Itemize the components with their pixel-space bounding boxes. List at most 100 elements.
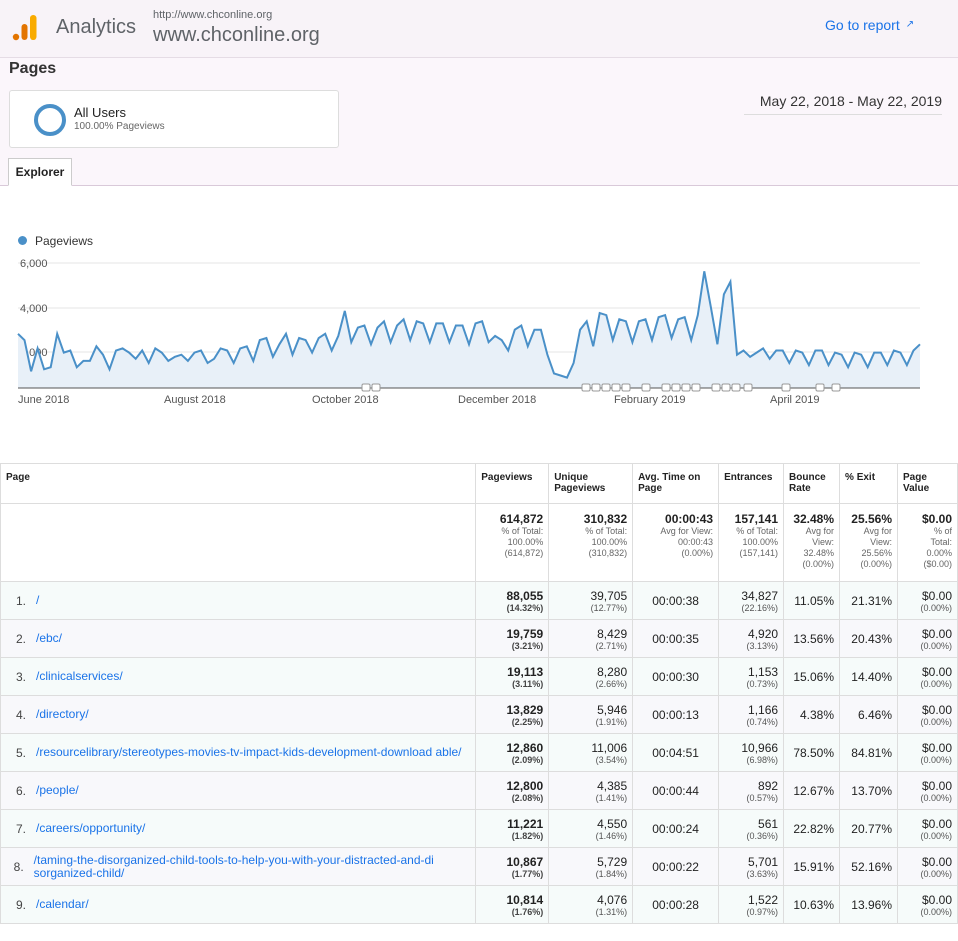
table-header-row: Page Pageviews Unique Pageviews Avg. Tim…: [0, 463, 958, 504]
header-page[interactable]: Page: [0, 463, 477, 504]
page-cell: 6. /people/: [0, 771, 477, 810]
annotation-marker-icon[interactable]: [711, 383, 721, 392]
annotation-marker-icon[interactable]: [831, 383, 841, 392]
page-link[interactable]: /directory/: [36, 707, 89, 721]
page-link[interactable]: /ebc/: [36, 631, 63, 645]
header-pageviews[interactable]: Pageviews: [475, 463, 550, 504]
entrances-cell: 34,827 (22.16%): [718, 581, 785, 620]
avg-time-cell: 00:00:38: [632, 581, 720, 620]
unique-pageviews-cell: 11,006 (3.54%): [548, 733, 634, 772]
page-cell: 5. /resourcelibrary/stereotypes-movies-tv…: [0, 733, 477, 772]
annotation-marker-icon[interactable]: [591, 383, 601, 392]
row-index: 1.: [15, 593, 26, 608]
pageviews-cell: 12,860 (2.09%): [475, 733, 550, 772]
row-index: 9.: [15, 897, 26, 912]
total-pageviews: 614,872% of Total: 100.00% (614,872): [475, 503, 550, 582]
entrances-cell: 1,153 (0.73%): [718, 657, 785, 696]
go-to-report-link[interactable]: Go to report ↗: [825, 17, 914, 33]
avg-time-cell: 00:00:13: [632, 695, 720, 734]
unique-pageviews-cell: 5,946 (1.91%): [548, 695, 634, 734]
page-link[interactable]: /resourcelibrary/stereotypes-movies-tv-i…: [36, 745, 462, 759]
entrances-cell: 561 (0.36%): [718, 809, 785, 848]
segment-ring-icon: [34, 104, 66, 136]
pageviews-line[interactable]: [17, 271, 921, 379]
page-link[interactable]: /careers/opportunity/: [36, 821, 146, 835]
x-tick-label: August 2018: [164, 394, 226, 406]
annotation-marker-icon[interactable]: [641, 383, 651, 392]
row-index: 5.: [15, 745, 26, 760]
table-row: 9. /calendar/10,814 (1.76%) 4,076 (1.31%) 00:…: [0, 885, 958, 924]
unique-pageviews-cell: 39,705 (12.77%): [548, 581, 634, 620]
header-entrances[interactable]: Entrances: [718, 463, 785, 504]
header-avg-time[interactable]: Avg. Time on Page: [632, 463, 720, 504]
exit-cell: 13.96%: [839, 885, 898, 924]
totals-label-cell: [0, 503, 477, 582]
entrances-cell: 10,966 (6.98%): [718, 733, 785, 772]
annotation-marker-icon[interactable]: [661, 383, 671, 392]
page-link[interactable]: /people/: [36, 783, 79, 797]
annotation-marker-icon[interactable]: [621, 383, 631, 392]
x-tick-label: June 2018: [18, 394, 69, 406]
total-unique-pageviews: 310,832% of Total: 100.00% (310,832): [548, 503, 634, 582]
header-exit[interactable]: % Exit: [839, 463, 898, 504]
bounce-rate-cell: 4.38%: [783, 695, 841, 734]
y-tick-label: 6,000: [20, 258, 48, 270]
row-index: 8.: [13, 859, 24, 874]
header-page-value[interactable]: Page Value: [897, 463, 958, 504]
bounce-rate-cell: 78.50%: [783, 733, 841, 772]
annotation-marker-icon[interactable]: [681, 383, 691, 392]
header-unique-pageviews[interactable]: Unique Pageviews: [548, 463, 634, 504]
annotation-marker-icon[interactable]: [743, 383, 753, 392]
row-index: 3.: [15, 669, 26, 684]
annotation-marker-icon[interactable]: [611, 383, 621, 392]
annotation-marker-icon[interactable]: [581, 383, 591, 392]
table-row: 4. /directory/13,829 (2.25%) 5,946 (1.91%) 00…: [0, 695, 958, 734]
unique-pageviews-cell: 8,429 (2.71%): [548, 619, 634, 658]
entrances-cell: 5,701 (3.63%): [718, 847, 785, 886]
row-index: 4.: [15, 707, 26, 722]
pageviews-cell: 13,829 (2.25%): [475, 695, 550, 734]
annotation-marker-icon[interactable]: [721, 383, 731, 392]
table-row: 1. / 88,055 (14.32%) 39,705 (12.77%) 00:00:38 3…: [0, 581, 958, 620]
table-row: 5. /resourcelibrary/stereotypes-movies-tv…: [0, 733, 958, 772]
exit-cell: 6.46%: [839, 695, 898, 734]
exit-cell: 20.43%: [839, 619, 898, 658]
entrances-cell: 892 (0.57%): [718, 771, 785, 810]
annotation-marker-icon[interactable]: [691, 383, 701, 392]
annotation-marker-icon[interactable]: [815, 383, 825, 392]
chart-legend[interactable]: Pageviews: [18, 234, 93, 248]
tab-explorer[interactable]: Explorer: [8, 158, 72, 186]
totals-row: 614,872% of Total: 100.00% (614,872) 310,8…: [0, 503, 958, 582]
page-link[interactable]: /calendar/: [36, 897, 89, 911]
annotation-marker-icon[interactable]: [361, 383, 371, 392]
analytics-logo-icon[interactable]: [12, 14, 38, 42]
page-link[interactable]: /: [36, 593, 40, 607]
segment-sub: 100.00% Pageviews: [74, 121, 165, 132]
annotation-marker-icon[interactable]: [371, 383, 381, 392]
unique-pageviews-cell: 4,385 (1.41%): [548, 771, 634, 810]
header-bounce-rate[interactable]: Bounce Rate: [783, 463, 841, 504]
page-value-cell: $0.00 (0.00%): [897, 619, 958, 658]
date-range-picker[interactable]: May 22, 2018 - May 22, 2019: [744, 93, 942, 115]
annotation-marker-icon[interactable]: [781, 383, 791, 392]
page-cell: 2. /ebc/: [0, 619, 477, 658]
property-name[interactable]: www.chconline.org: [153, 24, 320, 46]
pageviews-cell: 19,113 (3.11%): [475, 657, 550, 696]
page-value-cell: $0.00 (0.00%): [897, 885, 958, 924]
segment-card[interactable]: All Users 100.00% Pageviews: [9, 90, 339, 148]
annotation-marker-icon[interactable]: [731, 383, 741, 392]
external-link-icon[interactable]: ↗: [905, 19, 915, 30]
table-row: 2. /ebc/19,759 (3.21%) 8,429 (2.71%) 00:00:35…: [0, 619, 958, 658]
annotation-marker-icon[interactable]: [601, 383, 611, 392]
annotation-marker-icon[interactable]: [671, 383, 681, 392]
pageviews-cell: 11,221 (1.82%): [475, 809, 550, 848]
page-link[interactable]: /clinicalservices/: [36, 669, 123, 683]
go-to-report-label[interactable]: Go to report: [825, 17, 900, 33]
total-bounce-rate: 32.48% Avg for View: 32.48% (0.00%): [783, 503, 841, 582]
bounce-rate-cell: 15.06%: [783, 657, 841, 696]
pageviews-cell: 10,867 (1.77%): [475, 847, 550, 886]
app-brand: Analytics: [56, 16, 137, 38]
pageviews-area: [18, 271, 920, 388]
page-link[interactable]: /taming-the-disorganized-child-tools-to-…: [33, 852, 434, 880]
